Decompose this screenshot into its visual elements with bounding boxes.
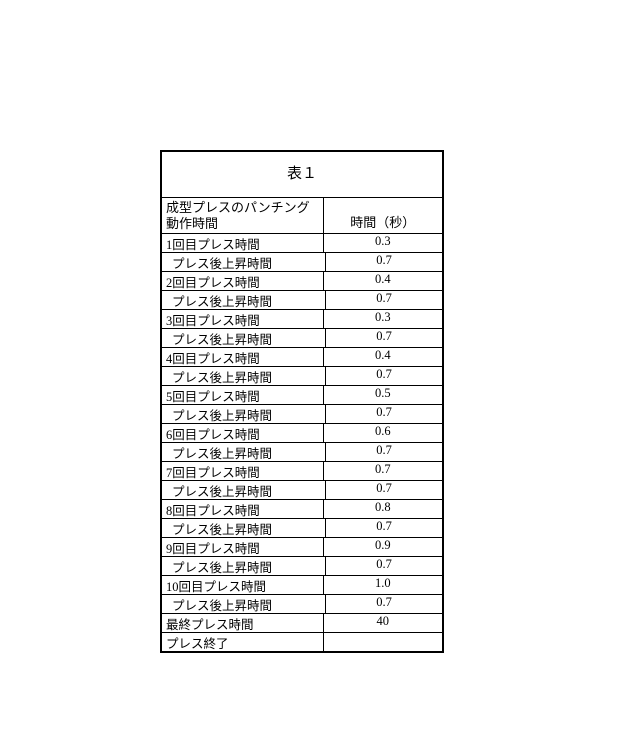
row-value: 0.7 xyxy=(326,443,442,461)
row-label: プレス後上昇時間 xyxy=(162,253,326,271)
row-label: プレス後上昇時間 xyxy=(162,405,326,423)
header-operation-label: 成型プレスのパンチング動作時間 xyxy=(162,198,324,233)
table-row: プレス後上昇時間0.7 xyxy=(162,253,442,272)
row-value: 0.7 xyxy=(324,462,442,480)
row-label: プレス後上昇時間 xyxy=(162,481,326,499)
row-label: プレス後上昇時間 xyxy=(162,367,326,385)
table-row: 1回目プレス時間0.3 xyxy=(162,234,442,253)
row-value xyxy=(324,633,442,651)
row-label: 2回目プレス時間 xyxy=(162,272,324,290)
row-value: 0.8 xyxy=(324,500,442,518)
row-value: 0.7 xyxy=(326,253,442,271)
table-row: プレス後上昇時間0.7 xyxy=(162,557,442,576)
row-value: 1.0 xyxy=(324,576,442,594)
row-label: プレス後上昇時間 xyxy=(162,443,326,461)
row-value: 0.7 xyxy=(326,519,442,537)
row-label: プレス後上昇時間 xyxy=(162,557,326,575)
row-label: プレス後上昇時間 xyxy=(162,329,326,347)
row-value: 0.4 xyxy=(324,272,442,290)
row-label: プレス後上昇時間 xyxy=(162,595,326,613)
table-row: 10回目プレス時間1.0 xyxy=(162,576,442,595)
row-label: 1回目プレス時間 xyxy=(162,234,324,252)
table-row: プレス後上昇時間0.7 xyxy=(162,595,442,614)
row-label: プレス後上昇時間 xyxy=(162,519,326,537)
row-label: 9回目プレス時間 xyxy=(162,538,324,556)
row-value: 0.7 xyxy=(326,291,442,309)
table-row: 最終プレス時間40 xyxy=(162,614,442,633)
row-value: 0.7 xyxy=(326,329,442,347)
row-label: 7回目プレス時間 xyxy=(162,462,324,480)
table-row: プレス後上昇時間0.7 xyxy=(162,291,442,310)
row-value: 0.9 xyxy=(324,538,442,556)
row-value: 0.3 xyxy=(324,310,442,328)
table-row: プレス後上昇時間0.7 xyxy=(162,481,442,500)
row-value: 0.6 xyxy=(324,424,442,442)
header-time-label: 時間（秒） xyxy=(324,198,442,233)
row-label: 3回目プレス時間 xyxy=(162,310,324,328)
table-row: 7回目プレス時間0.7 xyxy=(162,462,442,481)
table-row: 6回目プレス時間0.6 xyxy=(162,424,442,443)
press-timing-table: 表１ 成型プレスのパンチング動作時間 時間（秒） 1回目プレス時間0.3プレス後… xyxy=(160,150,444,653)
row-label: 8回目プレス時間 xyxy=(162,500,324,518)
row-value: 0.7 xyxy=(326,557,442,575)
table-row: プレス終了 xyxy=(162,633,442,651)
row-label: 10回目プレス時間 xyxy=(162,576,324,594)
row-value: 40 xyxy=(324,614,442,632)
table-row: プレス後上昇時間0.7 xyxy=(162,443,442,462)
table-row: プレス後上昇時間0.7 xyxy=(162,367,442,386)
table-row: 3回目プレス時間0.3 xyxy=(162,310,442,329)
table-header-row: 成型プレスのパンチング動作時間 時間（秒） xyxy=(162,198,442,234)
row-label: 6回目プレス時間 xyxy=(162,424,324,442)
table-row: プレス後上昇時間0.7 xyxy=(162,329,442,348)
table-row: プレス後上昇時間0.7 xyxy=(162,405,442,424)
table-body: 1回目プレス時間0.3プレス後上昇時間0.72回目プレス時間0.4プレス後上昇時… xyxy=(162,234,442,651)
table-row: 9回目プレス時間0.9 xyxy=(162,538,442,557)
row-value: 0.7 xyxy=(326,595,442,613)
table-row: 2回目プレス時間0.4 xyxy=(162,272,442,291)
row-label: プレス終了 xyxy=(162,633,324,651)
row-value: 0.5 xyxy=(324,386,442,404)
row-value: 0.4 xyxy=(324,348,442,366)
row-label: 最終プレス時間 xyxy=(162,614,324,632)
row-label: 5回目プレス時間 xyxy=(162,386,324,404)
table-row: 8回目プレス時間0.8 xyxy=(162,500,442,519)
row-value: 0.3 xyxy=(324,234,442,252)
row-value: 0.7 xyxy=(326,367,442,385)
row-label: 4回目プレス時間 xyxy=(162,348,324,366)
table-row: プレス後上昇時間0.7 xyxy=(162,519,442,538)
row-value: 0.7 xyxy=(326,481,442,499)
row-value: 0.7 xyxy=(326,405,442,423)
table-row: 5回目プレス時間0.5 xyxy=(162,386,442,405)
table-row: 4回目プレス時間0.4 xyxy=(162,348,442,367)
table-title: 表１ xyxy=(162,152,442,198)
row-label: プレス後上昇時間 xyxy=(162,291,326,309)
